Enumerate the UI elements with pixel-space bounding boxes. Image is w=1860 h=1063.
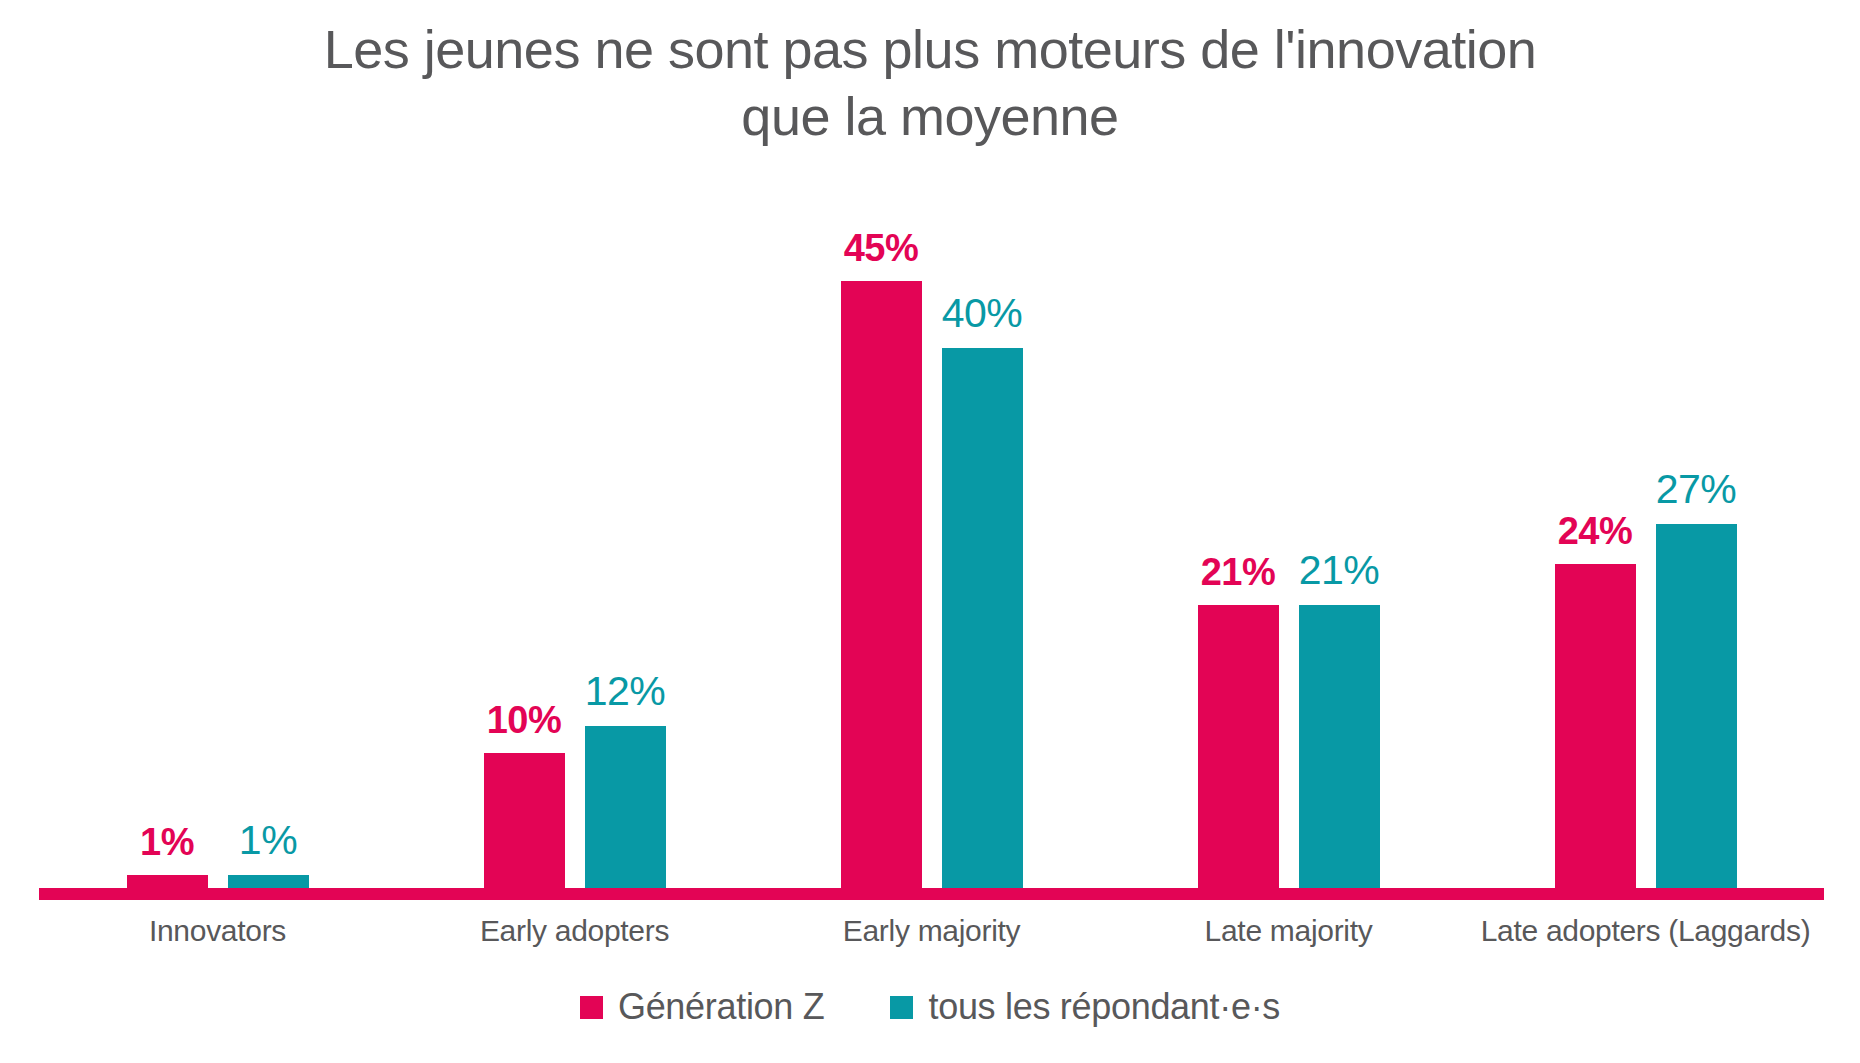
bar [1656,524,1737,889]
chart-root: Les jeunes ne sont pas plus moteurs de l… [0,0,1860,1063]
category-label: Early majority [753,914,1110,948]
bar-column: 45% [841,229,922,889]
bar-value-label: 21% [1201,553,1276,591]
bar-value-label: 10% [487,701,562,739]
bar-column: 27% [1656,469,1737,889]
category-label: Innovators [39,914,396,948]
category-label: Late adopters (Laggards) [1467,914,1824,948]
bar-column: 10% [484,701,565,888]
bar [841,281,922,889]
bar-group-innovators: 1% 1% [39,170,396,888]
bar-column: 21% [1299,550,1380,889]
category-axis-labels: InnovatorsEarly adoptersEarly majorityLa… [39,914,1824,948]
legend-label-tous-les-repondants: tous les répondant·e·s [928,986,1280,1028]
chart-title-line-2: que la moyenne [0,83,1860,150]
bar-column: 12% [585,671,666,888]
legend-item-tous-les-repondants: tous les répondant·e·s [890,986,1280,1028]
bar-group-late-adopters-laggards: 24% 27% [1467,170,1824,888]
bar-value-label: 12% [585,671,666,712]
bar [228,875,309,889]
bar-value-label: 24% [1558,512,1633,550]
bar [585,726,666,888]
bar-value-label: 27% [1656,469,1737,510]
x-axis-line [39,888,1824,900]
chart-title-line-1: Les jeunes ne sont pas plus moteurs de l… [0,16,1860,83]
bar [942,348,1023,888]
bar-column: 1% [228,820,309,889]
bar [484,753,565,888]
bar [127,875,208,889]
bar-value-label: 1% [239,820,297,861]
legend-item-generation-z: Génération Z [580,986,825,1028]
legend-swatch-generation-z [580,996,603,1019]
bar-value-label: 40% [942,293,1023,334]
bar-value-label: 1% [140,823,194,861]
category-label: Late majority [1110,914,1467,948]
bar [1299,605,1380,889]
category-label: Early adopters [396,914,753,948]
chart-title: Les jeunes ne sont pas plus moteurs de l… [0,16,1860,150]
bar-column: 40% [942,293,1023,888]
legend: Génération Z tous les répondant·e·s [0,986,1860,1028]
plot-area: 1% 1% 10% 12% 45% 40% 21% 21% 24% 27% [39,170,1824,888]
bar [1198,605,1279,889]
legend-label-generation-z: Génération Z [618,986,825,1028]
bar-group-early-adopters: 10% 12% [396,170,753,888]
bar-group-early-majority: 45% 40% [753,170,1110,888]
bar-value-label: 45% [844,229,919,267]
bar-value-label: 21% [1299,550,1380,591]
bar-group-late-majority: 21% 21% [1110,170,1467,888]
legend-swatch-tous-les-repondants [890,996,913,1019]
bar-column: 1% [127,823,208,889]
bar-column: 24% [1555,512,1636,888]
bar [1555,564,1636,888]
bar-column: 21% [1198,553,1279,889]
